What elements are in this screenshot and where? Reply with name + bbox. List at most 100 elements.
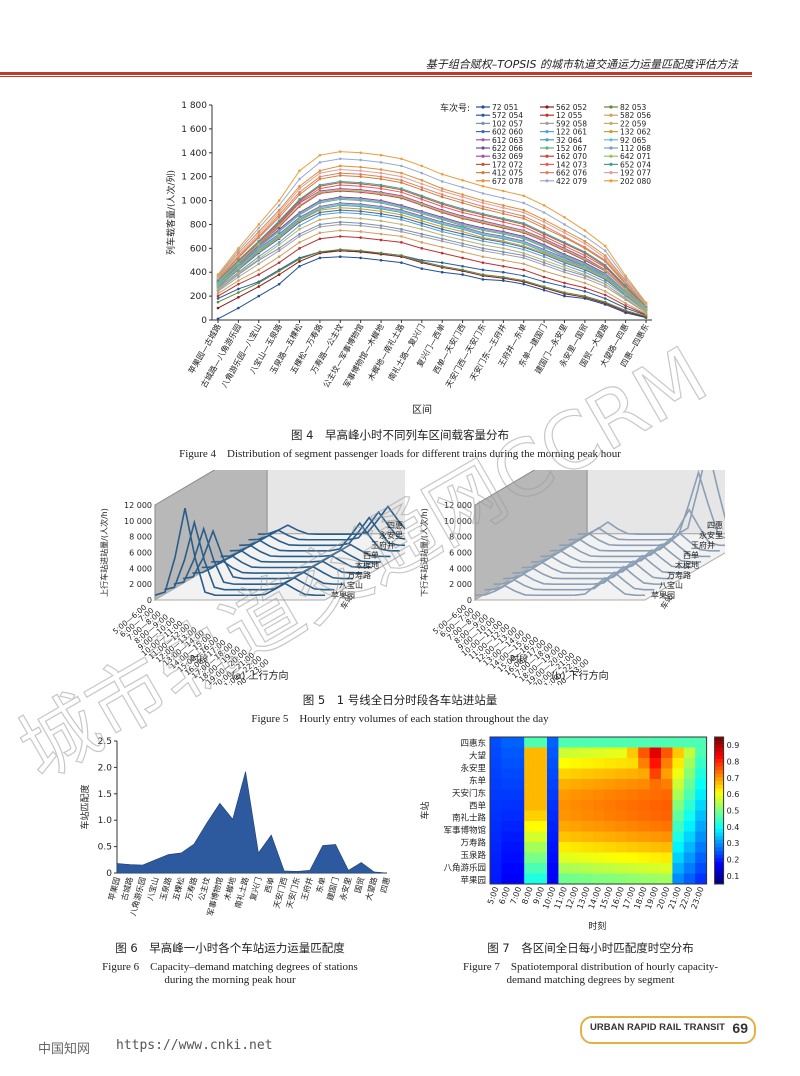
data-point [400,205,403,208]
data-point [461,235,464,238]
data-point [542,258,546,262]
heatmap-cell [547,842,559,853]
data-point [542,255,546,258]
data-point [461,273,464,276]
data-point [277,213,281,217]
data-point [359,151,362,155]
data-point [400,223,403,226]
data-point [318,231,322,235]
series-line-4 [217,202,647,310]
station-label: 王府井 [691,540,715,550]
colorbar-step [714,784,724,789]
legend-label: 202 080 [620,177,651,186]
data-point [257,262,261,266]
legend-label: 32 064 [556,136,582,145]
data-point [277,221,281,225]
data-point [481,184,485,188]
data-point [542,275,546,279]
data-point [563,254,566,257]
data-point [542,288,546,292]
data-point [318,183,322,187]
heatmap-cell [683,768,696,780]
heatmap-cell [501,737,514,748]
page-number: 69 [732,1020,748,1036]
data-point [400,190,403,194]
data-point [542,238,546,242]
data-point [420,182,424,186]
heatmap-cell [649,810,662,822]
data-point [522,279,526,282]
data-point [298,198,301,201]
legend-label: 612 063 [492,136,523,145]
legend-marker [545,179,549,183]
y-axis-label: 下行车站进站量/(人次/h) [419,508,429,597]
data-point [237,282,240,286]
heatmap-cell [649,768,662,780]
y-axis-label: 车站匹配度 [79,784,91,829]
series-line-24 [217,203,647,310]
series-line-13 [217,211,647,312]
data-point [216,300,220,304]
data-point [257,242,261,246]
heatmap-cell [683,873,696,885]
data-point [481,273,485,276]
data-point [420,164,424,168]
heatmap-cell [615,831,628,843]
data-point [277,215,281,219]
data-point [522,254,526,257]
y-tick-label: 600 [190,244,207,254]
data-point [522,236,526,239]
data-point [359,169,362,172]
data-point [400,235,403,238]
data-point [502,189,505,193]
data-point [257,235,261,238]
data-point [420,260,424,263]
data-point [522,221,526,225]
data-point [277,282,281,286]
footer-url[interactable]: https://www.cnki.net [116,1038,273,1053]
heatmap-cell [615,800,628,811]
y-tick-label: 1 800 [181,101,207,111]
heatmap-cell [535,863,548,874]
data-point [563,294,566,298]
data-point [420,247,424,250]
data-point [583,270,587,274]
heatmap-cell [547,831,559,843]
data-point [257,255,261,258]
heatmap-cell [524,852,536,864]
heatmap-cell [661,821,673,832]
data-point [603,249,607,253]
heatmap-cell [535,873,548,885]
data-point [563,291,566,294]
station-trace [154,508,326,597]
data-point [563,215,566,219]
heatmap-cell [512,873,525,885]
legend-label: 82 053 [620,103,646,112]
heatmap-cell [558,873,571,885]
heatmap-cell [569,737,582,748]
data-point [318,177,322,181]
heatmap-cell [615,810,628,822]
legend-label: 192 077 [620,169,651,178]
data-point [338,206,342,210]
heatmap-cell [672,842,685,853]
data-point [440,201,444,205]
heatmap-cell [638,779,650,790]
data-point [216,279,220,283]
data-point [359,165,362,169]
data-point [461,207,464,211]
data-point [583,276,587,280]
data-point [542,211,546,214]
y-tick-label: 0 [147,596,152,605]
series-line-2 [217,221,647,314]
x-tick-label: 天安门东—王府井 [467,322,508,382]
data-point [542,263,546,267]
x-tick-label: 国贸 [352,876,366,894]
heatmap-cell [661,852,673,864]
data-point [379,206,383,210]
data-point [257,239,261,243]
data-point [318,190,322,194]
heatmap-cell [615,737,628,748]
data-point [644,310,648,314]
data-point [420,221,424,225]
